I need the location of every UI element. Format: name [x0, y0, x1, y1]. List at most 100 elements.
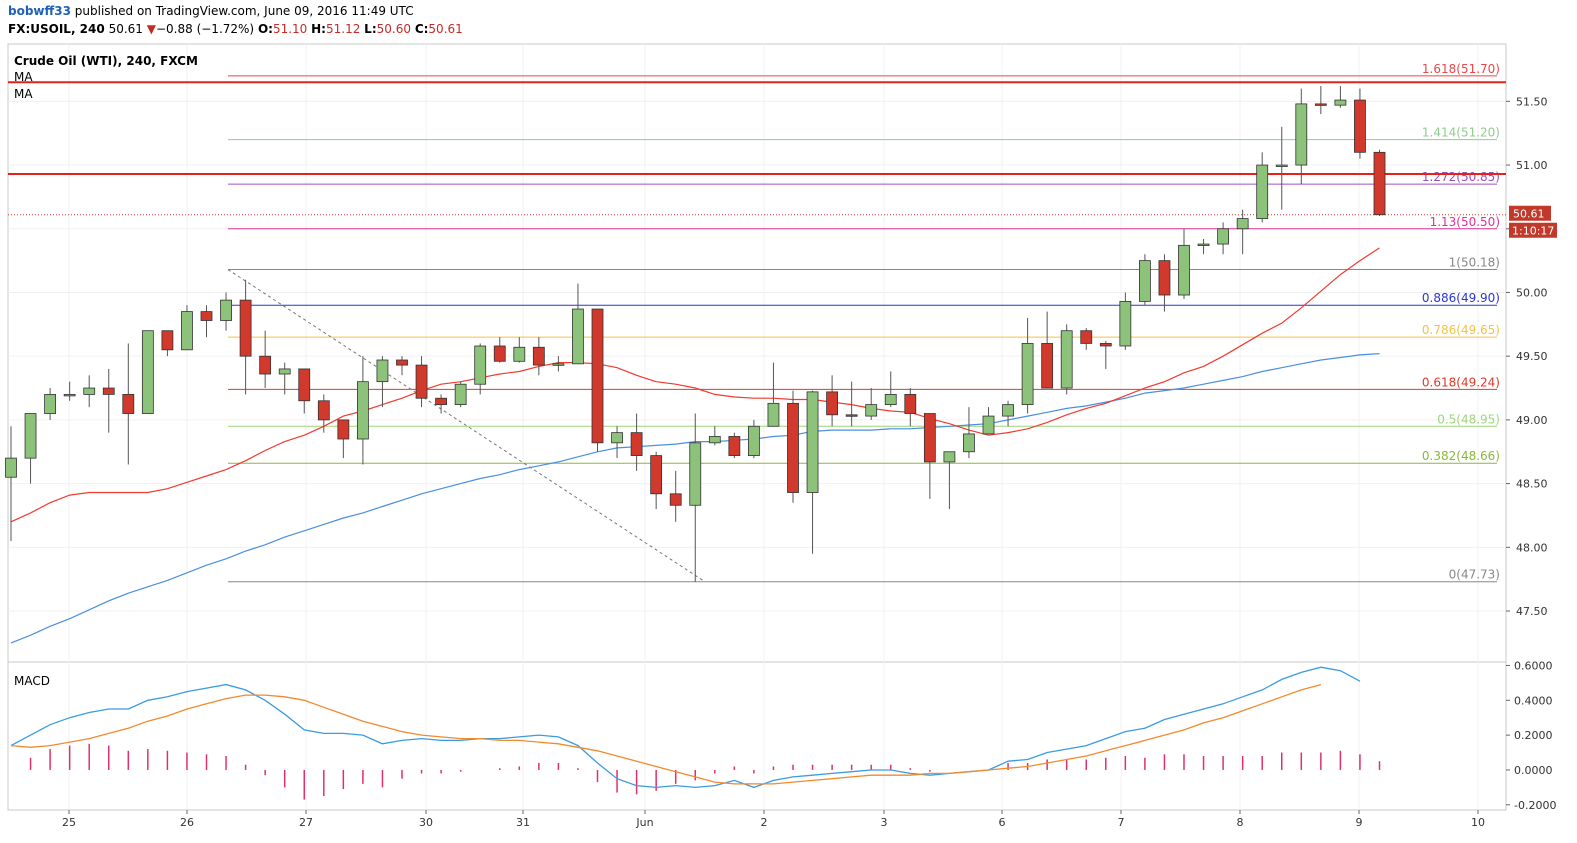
candle-down [102, 387, 115, 395]
price-tags: 50.61 1:10:17 [1509, 205, 1557, 238]
candle-up [767, 402, 780, 427]
price-axis[interactable]: 47.5048.0048.5049.0049.5050.0050.5051.00… [1506, 95, 1548, 618]
price-tick-label: 47.50 [1516, 605, 1548, 618]
candle-up [963, 433, 975, 453]
fib-level-label: 0(47.73) [1449, 568, 1500, 582]
candle-up [5, 457, 17, 478]
candle-down [845, 414, 858, 417]
candle-up [1217, 228, 1229, 245]
candle-down [669, 493, 682, 506]
fib-trend-line [227, 269, 706, 583]
legend-ma-fast[interactable]: MA [14, 70, 33, 84]
candle-down [1354, 99, 1366, 153]
candle-up [513, 346, 526, 362]
macd-pane[interactable] [7, 661, 1507, 811]
candle-up [1197, 243, 1210, 246]
candle-up [884, 394, 897, 406]
candle-up [943, 451, 956, 463]
candle-up [1021, 343, 1034, 406]
price-tick-label: 48.00 [1516, 541, 1548, 554]
legend-title: Crude Oil (WTI), 240, FXCM [14, 54, 198, 68]
close-label: C: [414, 22, 429, 36]
candle-down [337, 419, 350, 440]
macd-axis[interactable]: 0.6000 0.4000 0.2000 0.0000 -0.2000 [1506, 659, 1556, 812]
candle-down [826, 391, 838, 416]
candle-up [708, 436, 721, 444]
candle-down [435, 397, 448, 406]
grid-lines [8, 44, 1506, 810]
candle-down [493, 345, 506, 362]
candle-up [44, 394, 56, 414]
fib-level-label: 1.414(51.20) [1422, 126, 1500, 140]
candle-down [630, 432, 643, 456]
candle-up [1178, 244, 1190, 296]
candle-up [181, 311, 193, 351]
candle-down [298, 368, 311, 402]
candles [5, 86, 1386, 582]
candle-down [239, 299, 252, 357]
time-axis[interactable]: 25 26 27 30 31 Jun 2 3 6 7 8 9 10 [62, 810, 1485, 829]
high-value: 51.12 [325, 22, 361, 36]
time-tick-label: 10 [1471, 816, 1485, 829]
low-label: L: [364, 22, 377, 36]
candle-down [787, 402, 799, 493]
countdown-tag-text: 1:10:17 [1512, 225, 1554, 238]
fib-level-label: 0.5(48.95) [1437, 412, 1500, 426]
countdown-tag [1509, 222, 1557, 238]
time-tick-label: 2 [761, 816, 768, 829]
quote-line: FX:USOIL, 240 50.61 ▼−0.88 (−1.72%) O:51… [8, 22, 463, 36]
candle-up [552, 363, 565, 366]
candle-down [396, 359, 408, 366]
publisher-line: bobwff33 published on TradingView.com, J… [8, 4, 414, 18]
candle-down [200, 311, 213, 321]
macd-line [10, 666, 1361, 789]
legend-macd[interactable]: MACD [14, 674, 50, 688]
candle-up [1275, 164, 1288, 167]
low-value: 50.60 [376, 22, 411, 36]
candle-down [923, 413, 936, 463]
candle-up [1295, 103, 1308, 166]
candle-up [611, 432, 623, 444]
candle-up [63, 394, 76, 397]
candle-down [415, 364, 428, 399]
price-pane[interactable] [7, 43, 1507, 663]
candle-up [1256, 164, 1269, 219]
time-tick-label: 30 [419, 816, 433, 829]
time-tick-label: Jun [635, 816, 653, 829]
candle-up [1236, 218, 1249, 230]
candle-up [83, 387, 96, 395]
signal-line [10, 683, 1322, 785]
last-price: 50.61 [108, 22, 143, 36]
candle-down [1099, 343, 1112, 347]
price-tick-label: 49.00 [1516, 414, 1548, 427]
change-arrow-icon: ▼ [146, 22, 156, 36]
publisher-username[interactable]: bobwff33 [8, 4, 71, 18]
candle-up [689, 442, 702, 506]
time-tick-label: 6 [999, 816, 1006, 829]
candle-down [650, 455, 663, 495]
candle-down [1080, 330, 1093, 344]
macd-tick-label: 0.0000 [1514, 764, 1553, 777]
candle-down [1158, 260, 1171, 296]
symbol-label: FX:USOIL, 240 [8, 22, 105, 36]
change-value: −0.88 (−1.72%) [155, 22, 255, 36]
price-tick-label: 51.50 [1516, 95, 1548, 108]
time-tick-label: 8 [1237, 816, 1244, 829]
candle-up [1119, 300, 1132, 347]
candle-up [24, 413, 37, 459]
macd-tick-label: -0.2000 [1514, 799, 1556, 812]
candle-down [161, 330, 174, 351]
candle-up [220, 299, 232, 321]
candle-down [591, 308, 604, 444]
close-value: 50.61 [428, 22, 463, 36]
legend-ma-slow[interactable]: MA [14, 87, 33, 101]
candle-down [904, 394, 917, 414]
fib-level-label: 1.618(51.70) [1422, 62, 1500, 76]
trend-line [227, 269, 706, 583]
time-tick-label: 3 [881, 816, 888, 829]
candle-up [748, 425, 760, 456]
price-tick-label: 51.00 [1516, 159, 1548, 172]
macd-tick-label: 0.4000 [1514, 694, 1553, 707]
candle-down [1373, 151, 1386, 216]
